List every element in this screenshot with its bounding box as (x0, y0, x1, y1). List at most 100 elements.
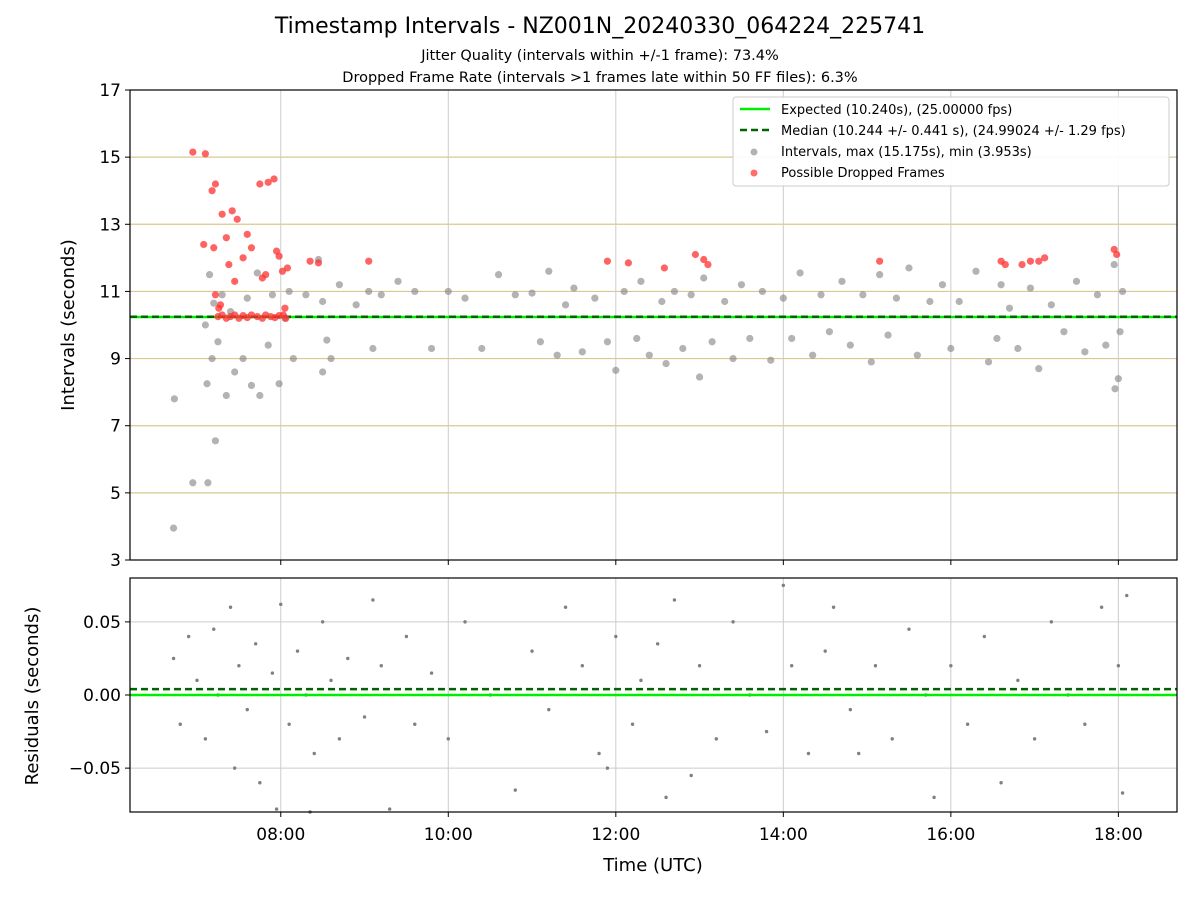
residual-point (513, 788, 517, 792)
residual-point (605, 766, 610, 770)
interval-point (867, 358, 875, 366)
interval-point (528, 289, 536, 297)
interval-point (169, 524, 178, 532)
interval-point (394, 277, 402, 285)
interval-point (1081, 348, 1089, 356)
interval-point (1035, 365, 1043, 373)
chart-title: Timestamp Intervals - NZ001N_20240330_06… (274, 14, 926, 39)
interval-point (884, 331, 892, 339)
interval-point (218, 291, 226, 299)
interval-point (1047, 301, 1055, 309)
dropped-frame-point (243, 230, 251, 238)
dropped-frame-point (231, 277, 239, 285)
dropped-frame-point (225, 260, 233, 269)
interval-point (913, 351, 921, 359)
interval-point (838, 277, 846, 285)
residual-point (672, 598, 677, 602)
residual-point (337, 737, 342, 741)
interval-point (876, 271, 884, 279)
top-y-tick-label: 11 (99, 282, 121, 302)
residual-point (446, 737, 450, 741)
bottom-y-tick-label: −0.05 (69, 759, 121, 779)
interval-point (825, 328, 833, 336)
interval-point (746, 334, 754, 343)
interval-point (892, 294, 901, 302)
dropped-frame-point (1041, 254, 1049, 262)
dropped-frame-point (283, 264, 292, 272)
interval-point (205, 271, 214, 279)
legend-median-label: Median (10.244 +/- 0.441 s), (24.99024 +… (781, 124, 1126, 139)
top-y-tick-label: 7 (110, 417, 121, 437)
interval-point (578, 348, 586, 356)
dropped-frame-point (208, 187, 216, 195)
interval-point (1110, 260, 1118, 269)
interval-point (427, 344, 436, 353)
interval-point (323, 336, 331, 344)
dropped-frame-point (239, 254, 247, 262)
interval-point (285, 287, 293, 296)
interval-point (938, 281, 947, 289)
interval-point (536, 338, 545, 346)
interval-point (1102, 341, 1110, 349)
bottom-reference-lines (130, 687, 1177, 697)
residual-point (806, 751, 811, 756)
residual-point (823, 649, 827, 653)
interval-point (817, 291, 825, 299)
interval-point (327, 354, 335, 363)
dropped-frame-point (270, 175, 278, 183)
residual-point (295, 649, 300, 653)
x-tick-label: 18:00 (1094, 825, 1143, 845)
interval-point (444, 287, 452, 296)
interval-point (189, 479, 197, 487)
dropped-frame-point (201, 150, 209, 158)
dropped-frame-point (700, 255, 708, 264)
interval-point (947, 344, 955, 353)
interval-point (796, 269, 804, 277)
residual-point (857, 751, 861, 756)
interval-point (210, 299, 218, 307)
interval-point (1060, 328, 1068, 336)
residual-point (1125, 593, 1129, 598)
residual-point (949, 664, 953, 668)
interval-point (377, 291, 385, 299)
dropped-frame-point (247, 311, 256, 319)
residual-point (697, 664, 702, 668)
residual-point (907, 627, 911, 631)
residual-point (873, 664, 878, 668)
residual-point (371, 598, 375, 602)
interval-point (708, 338, 716, 346)
interval-point (984, 358, 993, 366)
interval-point (695, 373, 704, 381)
dropped-frame-point (704, 260, 712, 269)
dropped-frame-point (1035, 257, 1043, 265)
residual-point (387, 807, 392, 811)
residual-point (329, 678, 333, 683)
interval-point (645, 351, 653, 359)
x-tick-label: 12:00 (591, 825, 640, 845)
interval-point (767, 356, 775, 364)
residual-point (178, 722, 182, 726)
interval-point (203, 380, 211, 388)
interval-point (1116, 328, 1124, 336)
interval-point (411, 287, 419, 296)
dropped-frame-point (1113, 250, 1121, 259)
interval-point (201, 321, 209, 329)
residual-point (212, 627, 216, 631)
interval-point (204, 479, 212, 487)
interval-point (570, 284, 578, 292)
residual-point (413, 722, 417, 726)
interval-point (231, 368, 239, 376)
interval-point (846, 341, 854, 349)
interval-point (1026, 284, 1035, 292)
legend-expected-label: Expected (10.240s), (25.00000 fps) (781, 103, 1012, 118)
residual-point (1016, 678, 1020, 683)
residual-point (689, 773, 693, 778)
interval-point (247, 381, 256, 390)
top-y-tick-label: 17 (99, 81, 121, 101)
interval-point (779, 294, 787, 302)
residual-point (1116, 664, 1121, 668)
dropped-frame-point (216, 301, 225, 309)
dropped-frame-point (211, 180, 220, 188)
residual-point (630, 722, 635, 726)
